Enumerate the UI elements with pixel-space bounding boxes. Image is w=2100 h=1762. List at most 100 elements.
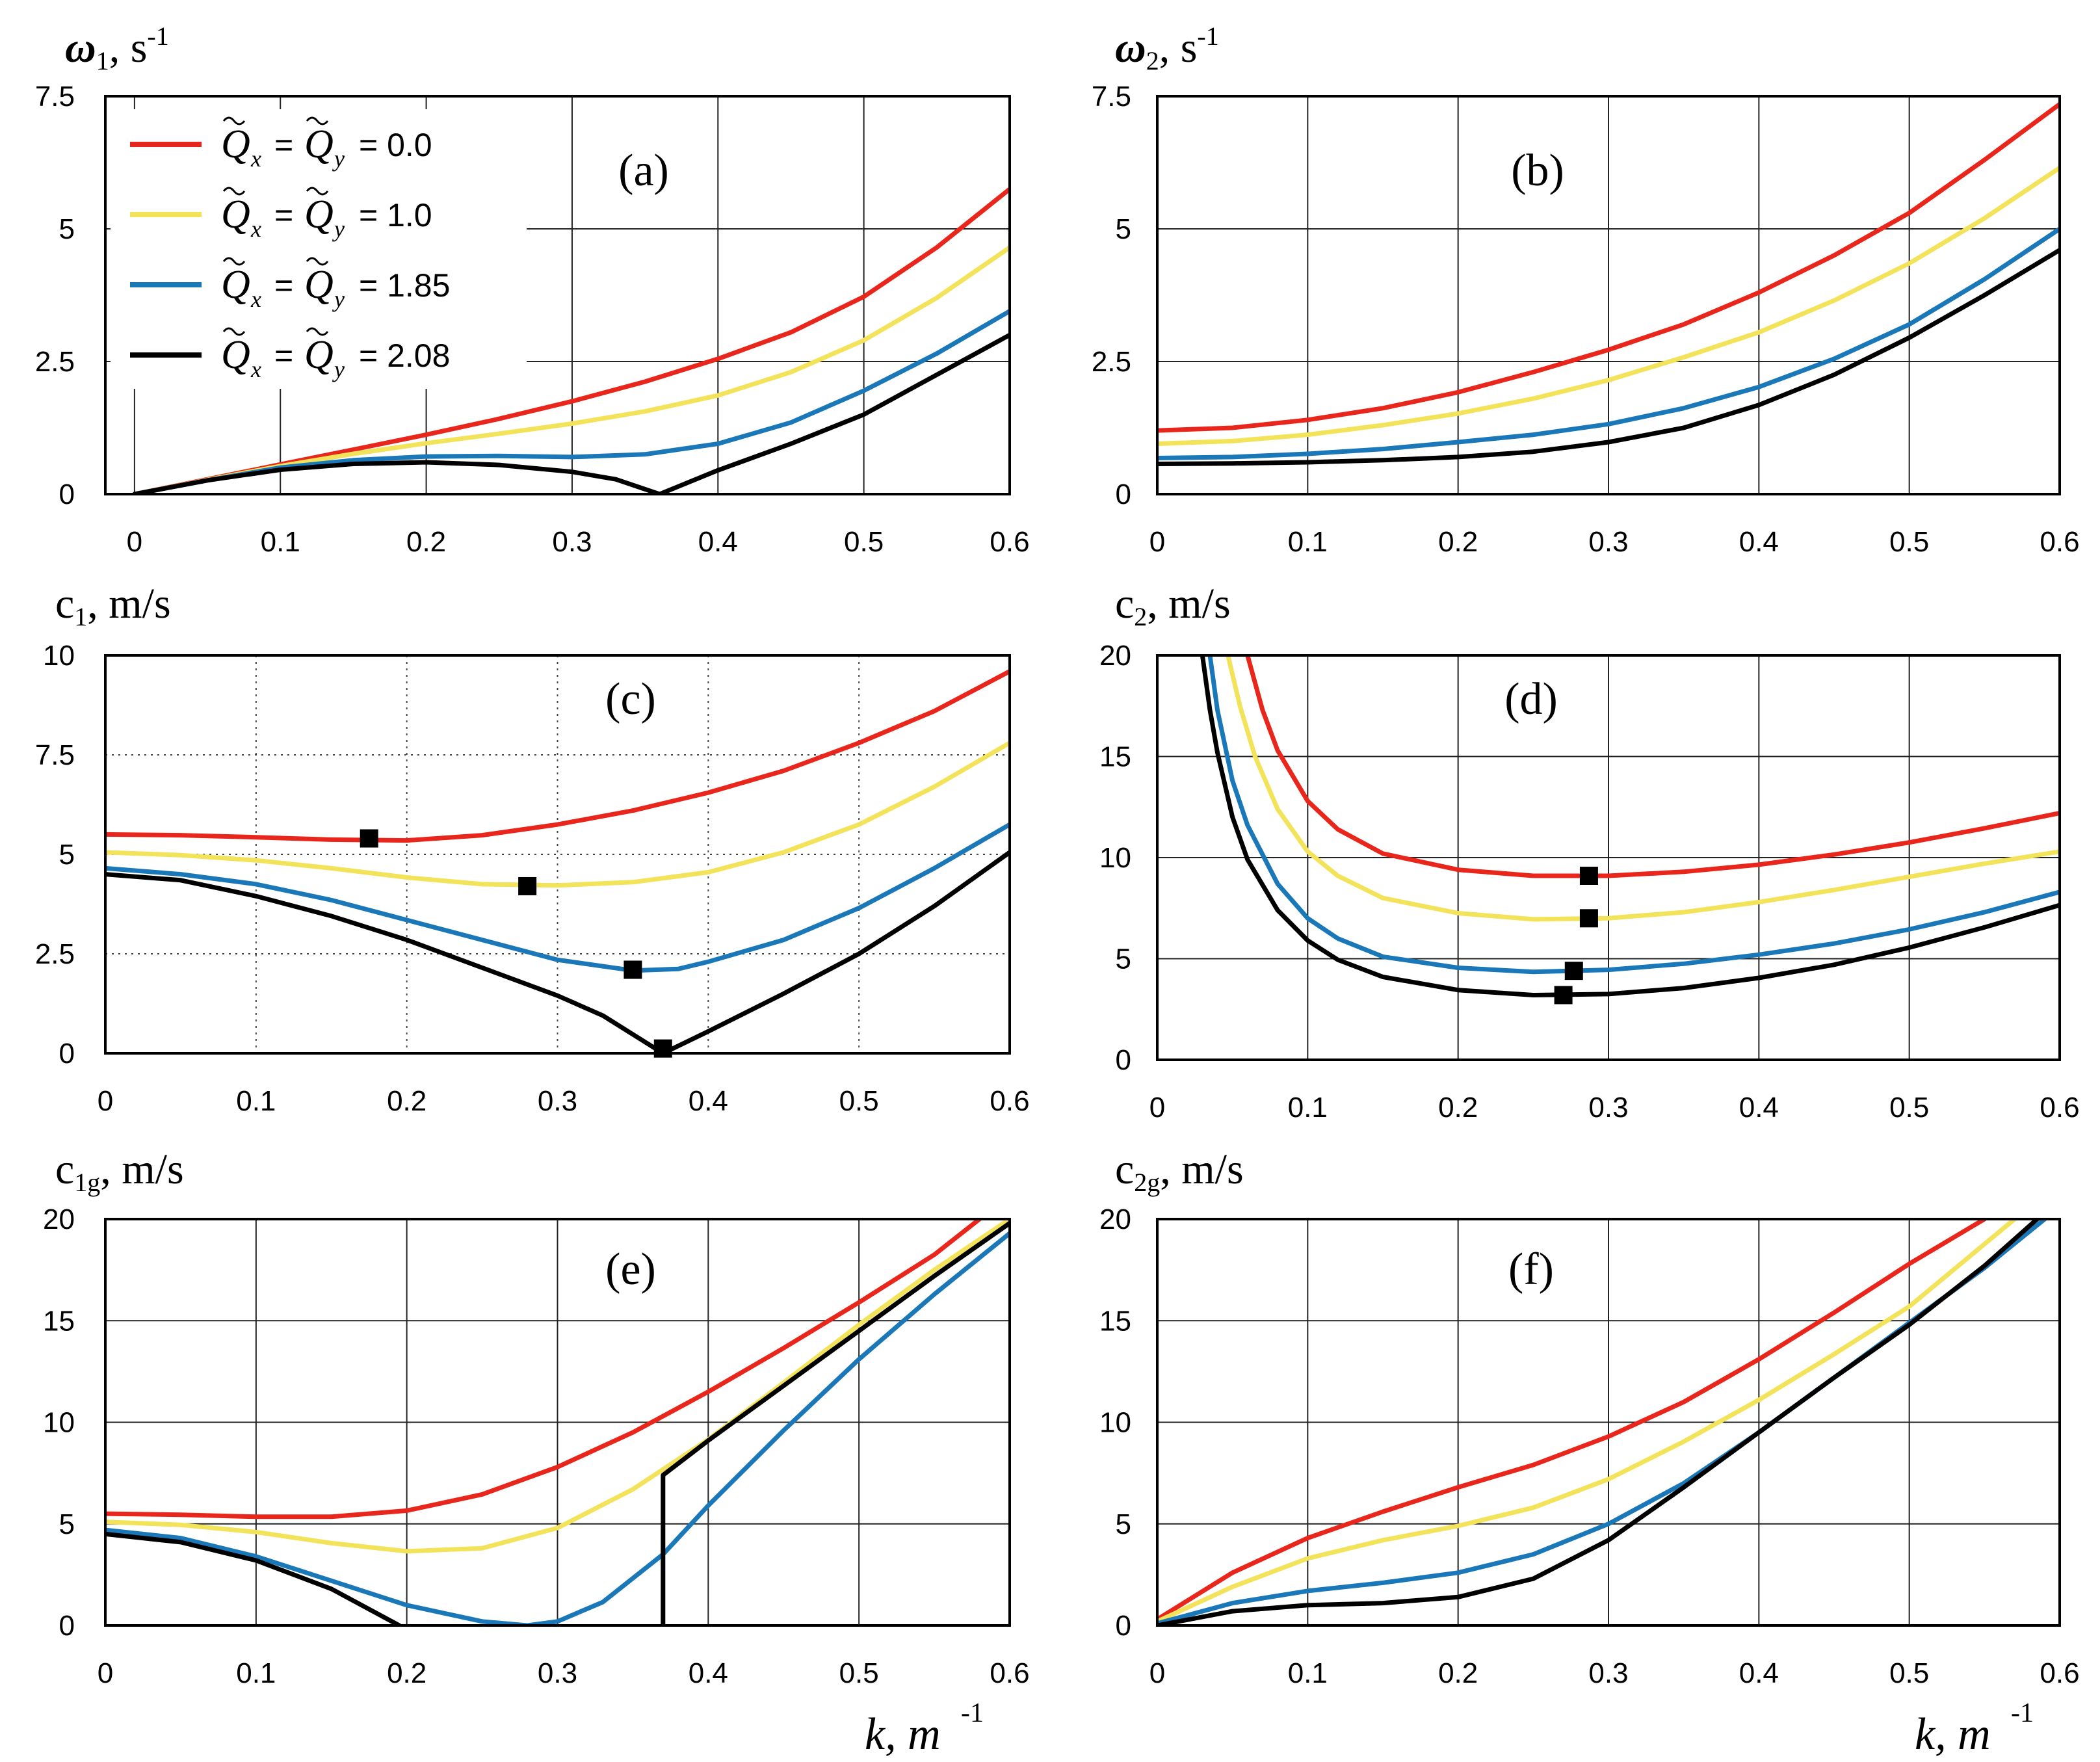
x-tick-label: 0.2 bbox=[406, 526, 446, 558]
legend-symbol: Q bbox=[304, 333, 334, 377]
legend-subscript: x bbox=[250, 286, 261, 312]
legend-symbol: Q bbox=[304, 263, 334, 307]
series-group bbox=[105, 1219, 1010, 1625]
series-line bbox=[1200, 655, 2060, 997]
x-tick-label: 0.1 bbox=[1288, 526, 1328, 558]
plot-frame bbox=[1156, 654, 2061, 1061]
series-group bbox=[105, 669, 1010, 1053]
y-tick-label: 7.5 bbox=[35, 81, 75, 112]
y-tick-label: 10 bbox=[1099, 1407, 1131, 1439]
legend-symbol: Q bbox=[221, 122, 250, 166]
y-tick-label: 2.5 bbox=[35, 938, 75, 970]
y-tick-label: 10 bbox=[43, 640, 75, 672]
x-tick-label: 0.5 bbox=[1889, 1657, 1929, 1689]
y-tick-label: 2.5 bbox=[35, 346, 75, 378]
y-tick-label: 20 bbox=[1099, 640, 1131, 672]
y-tick-label: 7.5 bbox=[35, 739, 75, 771]
panel-label: (d) bbox=[1504, 674, 1558, 724]
minimum-marker bbox=[1579, 909, 1598, 928]
series-line bbox=[1245, 655, 2060, 878]
y-tick-label: 0 bbox=[1116, 479, 1131, 510]
minimum-marker bbox=[1554, 986, 1573, 1005]
x-tick-label: 0.4 bbox=[1739, 526, 1779, 558]
minimum-marker bbox=[518, 876, 537, 895]
plot-frame bbox=[104, 654, 1011, 1055]
x-axis-label-text: k, m bbox=[1915, 1709, 1991, 1759]
tilde-mark bbox=[222, 187, 246, 196]
series-line bbox=[105, 1219, 1010, 1554]
legend-subscript: y bbox=[332, 286, 345, 312]
x-tick-label: 0 bbox=[98, 1085, 113, 1117]
x-tick-label: 0.6 bbox=[990, 526, 1029, 558]
x-tick-label: 0.6 bbox=[2040, 1092, 2079, 1124]
x-tick-label: 0.2 bbox=[387, 1657, 427, 1689]
y-tick-label: 20 bbox=[43, 1203, 75, 1235]
y-tick-label: 5 bbox=[59, 839, 75, 871]
x-tick-label: 0.1 bbox=[236, 1657, 276, 1689]
series-line bbox=[661, 1220, 1010, 1625]
panels: 0 0.1 0.2 0.3 0.4 0.5 0.6 0 2.5 5 7.5 (a) ω1, s-1 0 0.… bbox=[35, 21, 2080, 1689]
series-group bbox=[1200, 655, 2060, 997]
x-tick-label: 0.5 bbox=[839, 1085, 879, 1117]
tilde-mark bbox=[222, 327, 246, 336]
x-tick-label: 0.4 bbox=[689, 1657, 728, 1689]
panel-e: 0 0.1 0.2 0.3 0.4 0.5 0.6 0 5 10 15 20 (e) c1g, m/s bbox=[43, 1146, 1030, 1689]
series-line bbox=[1157, 226, 2060, 460]
legend-value: = 1.0 bbox=[359, 197, 432, 233]
legend-value: = 0.0 bbox=[359, 127, 432, 163]
x-tick-label: 0 bbox=[1149, 1657, 1165, 1689]
x-tick-label: 0.5 bbox=[1889, 1092, 1929, 1124]
x-axis-label-left: k, m -1 bbox=[865, 1698, 984, 1759]
plot-frame bbox=[1156, 1218, 2061, 1627]
panel-label: (b) bbox=[1511, 146, 1564, 196]
series-line bbox=[1157, 1219, 1987, 1622]
panel-d: 0 0.1 0.2 0.3 0.4 0.5 0.6 0 5 10 15 20 (d) c2, m/s bbox=[1099, 580, 2080, 1124]
panel-label: (e) bbox=[605, 1244, 656, 1295]
x-axis-label-sup: -1 bbox=[961, 1698, 984, 1728]
panel-c: 0 0.1 0.2 0.3 0.4 0.5 0.6 0 2.5 5 7.5 10 (c) c1, m/s bbox=[35, 580, 1030, 1117]
x-tick-label: 0.3 bbox=[1588, 1657, 1628, 1689]
x-tick-label: 0.1 bbox=[261, 526, 300, 558]
series-line bbox=[105, 1219, 982, 1519]
x-tick-label: 0.3 bbox=[1588, 1092, 1628, 1124]
minimum-marker bbox=[1564, 962, 1583, 980]
x-tick-label: 0.6 bbox=[990, 1085, 1029, 1117]
x-axis-label-sup: -1 bbox=[2011, 1698, 2034, 1728]
y-tick-label: 7.5 bbox=[1092, 81, 1131, 112]
x-axis-label-text: k, m bbox=[865, 1709, 941, 1759]
series-line bbox=[105, 1231, 1010, 1625]
y-axis-label: c1, m/s bbox=[55, 580, 171, 631]
tilde-mark bbox=[306, 187, 329, 196]
x-axis-label-right: k, m -1 bbox=[1915, 1698, 2034, 1759]
tilde-mark bbox=[222, 257, 246, 266]
y-tick-label: 15 bbox=[43, 1305, 75, 1337]
y-tick-label: 0 bbox=[59, 1610, 75, 1642]
series-group bbox=[1157, 101, 2060, 466]
series-line bbox=[1157, 1219, 2017, 1624]
tilde-mark bbox=[306, 116, 329, 125]
legend-symbol: Q bbox=[221, 333, 250, 377]
legend-equals: = bbox=[274, 197, 293, 233]
legend-subscript: x bbox=[250, 216, 261, 242]
y-tick-label: 0 bbox=[59, 1038, 75, 1070]
x-tick-label: 0.5 bbox=[1889, 526, 1929, 558]
series-line bbox=[105, 822, 1010, 973]
legend-symbol: Q bbox=[304, 122, 334, 166]
minimum-marker bbox=[1579, 866, 1598, 885]
plot-frame bbox=[104, 1218, 1011, 1627]
y-tick-label: 0 bbox=[1116, 1044, 1131, 1076]
y-tick-label: 5 bbox=[1116, 1508, 1131, 1540]
y-tick-label: 20 bbox=[1099, 1203, 1131, 1235]
legend-background bbox=[111, 109, 527, 389]
legend-equals: = bbox=[274, 127, 293, 163]
minimum-marker bbox=[623, 960, 642, 979]
y-tick-label: 5 bbox=[59, 1508, 75, 1540]
series-line bbox=[1157, 165, 2060, 446]
legend-equals: = bbox=[274, 267, 293, 304]
tilde-mark bbox=[306, 257, 329, 266]
x-tick-label: 0.2 bbox=[387, 1085, 427, 1117]
series-line bbox=[105, 741, 1010, 888]
legend-subscript: x bbox=[250, 146, 261, 172]
